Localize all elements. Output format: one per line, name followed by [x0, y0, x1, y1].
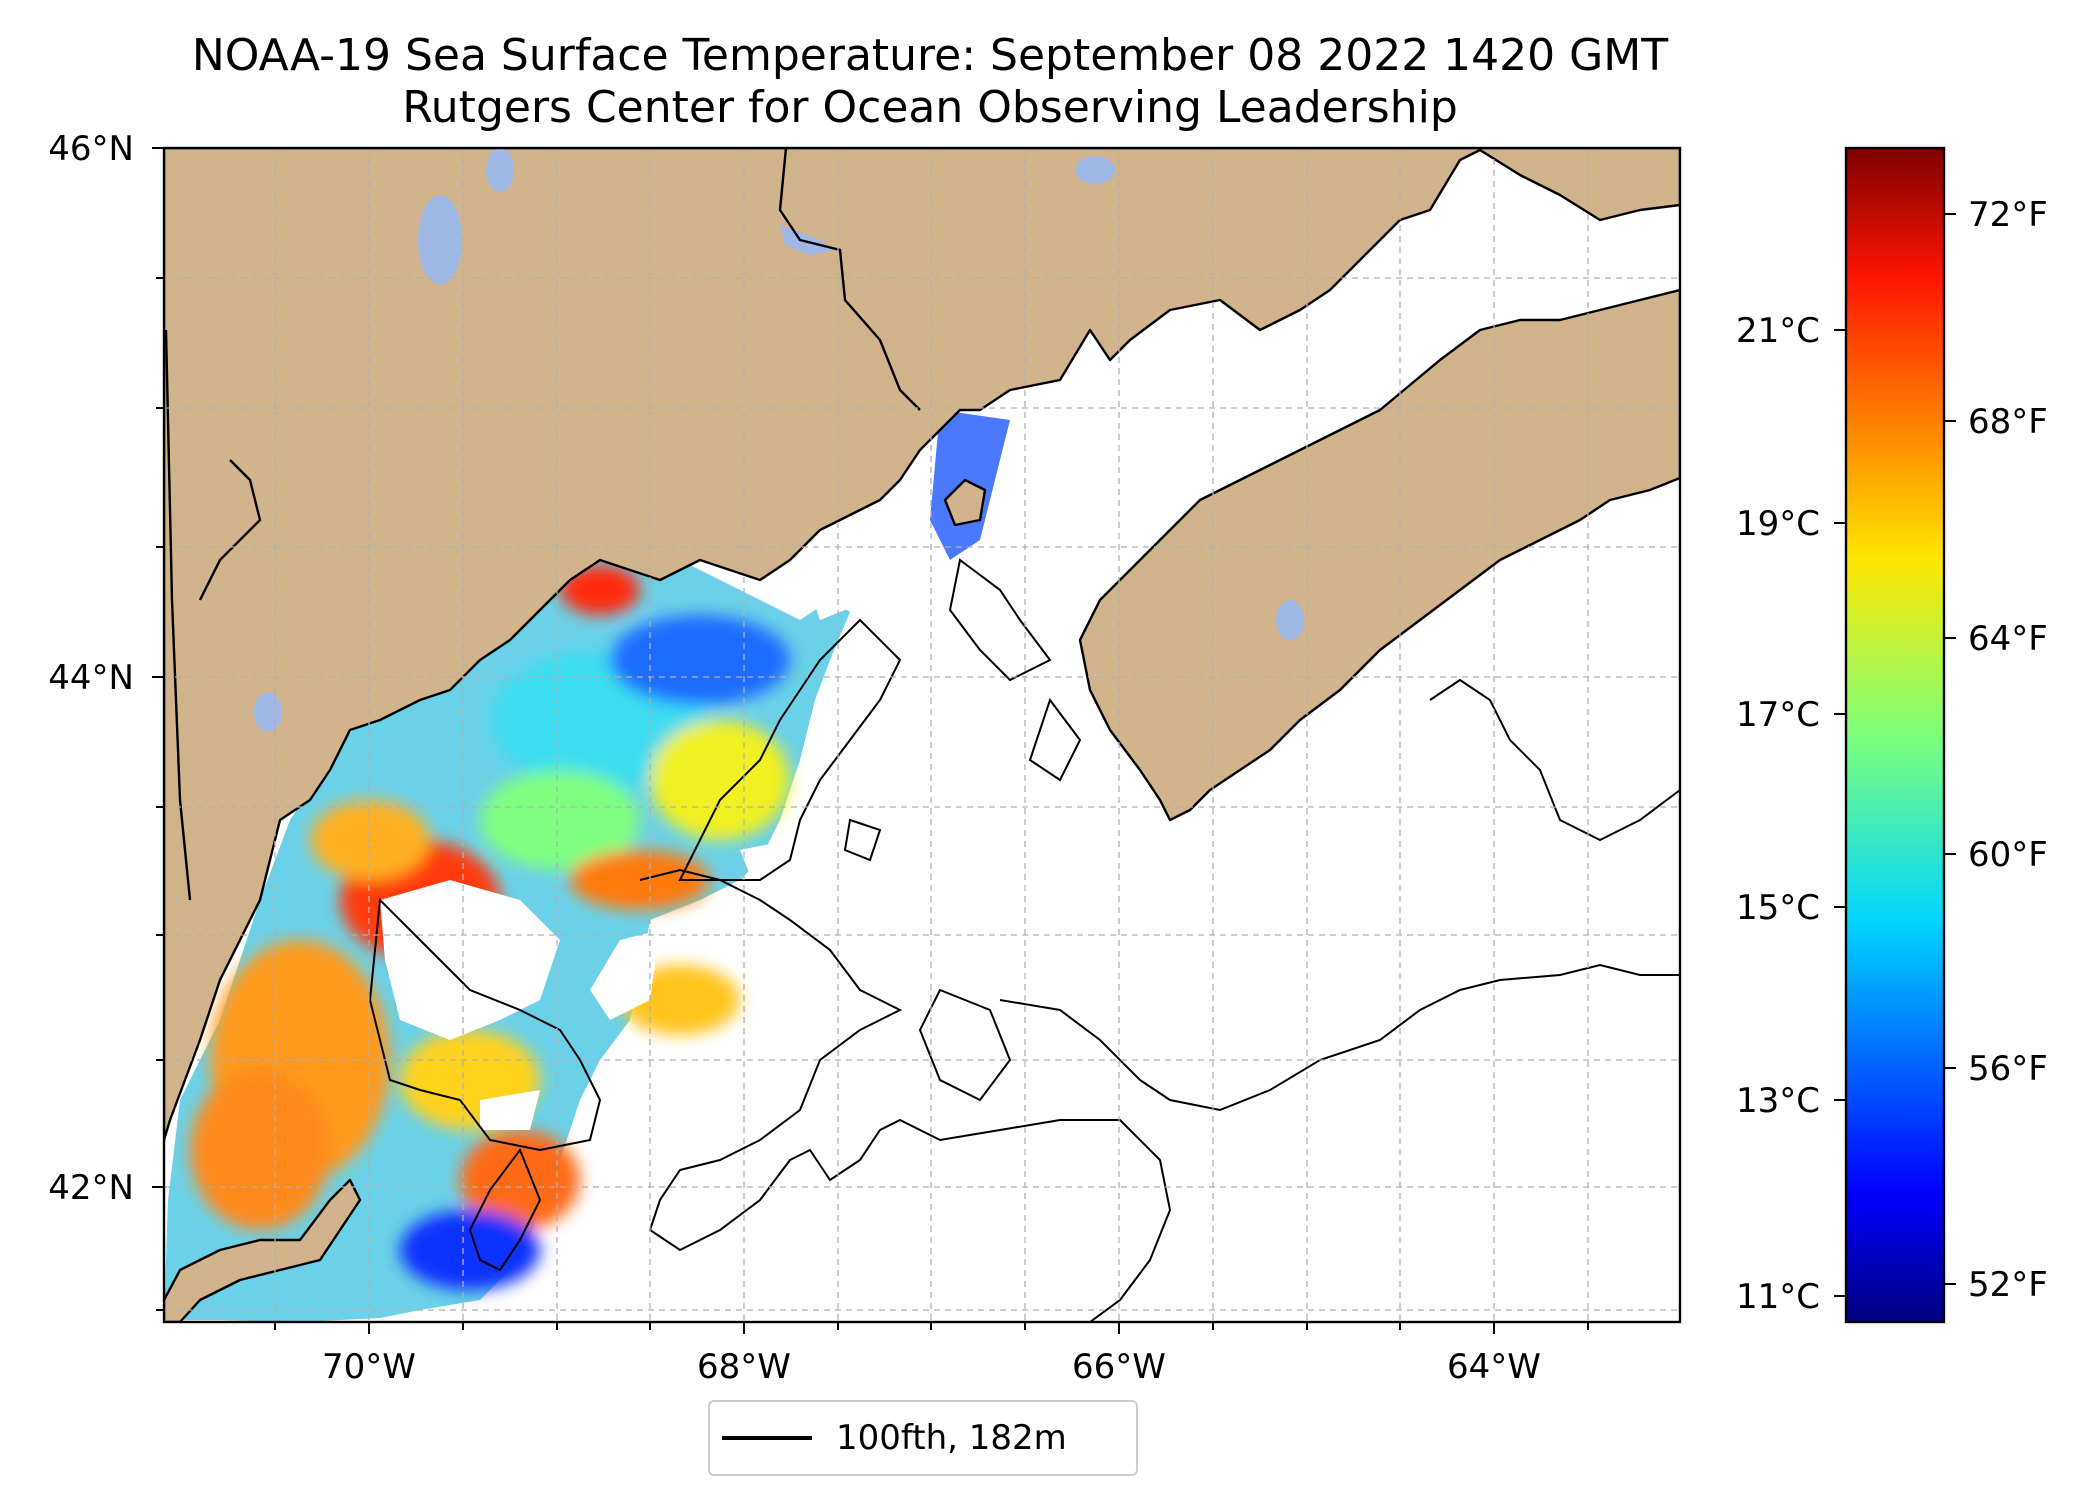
- lat-labels: 46°N 44°N 42°N: [48, 129, 134, 1208]
- cb-c-label-15: 15°C: [1736, 888, 1820, 928]
- nodata-hole-5: [800, 540, 870, 620]
- warm-patch-coast: [310, 800, 430, 880]
- gridlines: [164, 148, 1680, 1322]
- title-line-1: NOAA-19 Sea Surface Temperature: Septemb…: [191, 30, 1669, 81]
- nodata-hole-2: [590, 930, 660, 1020]
- colorbar-f-ticks: [1944, 213, 1956, 1285]
- cb-f-label-68: 68°F: [1968, 402, 2048, 442]
- lat-label-44: 44°N: [48, 658, 134, 698]
- colorbar-c-ticks: [1834, 329, 1846, 1297]
- lake-grand: [1075, 156, 1115, 184]
- cb-f-label-56: 56°F: [1968, 1049, 2048, 1089]
- colorbar-f-labels: 72°F 68°F 64°F 60°F 56°F 52°F: [1968, 195, 2048, 1305]
- cb-c-label-17: 17°C: [1736, 695, 1820, 735]
- cb-c-label-19: 19°C: [1736, 504, 1820, 544]
- isobath-grand-manan-basin: [948, 558, 1052, 682]
- cb-f-label-72: 72°F: [1968, 195, 2048, 235]
- blue-patch-maine: [610, 615, 790, 705]
- lat-ticks: [152, 147, 164, 1311]
- warm-patch-basin: [460, 1130, 580, 1230]
- lat-label-46: 46°N: [48, 129, 134, 169]
- cb-f-label-64: 64°F: [1968, 619, 2048, 659]
- isobath-100fth: [368, 558, 1680, 1322]
- border-nh-vt: [164, 329, 192, 901]
- warm-patch-south: [190, 1070, 330, 1230]
- cb-c-label-11: 11°C: [1736, 1277, 1820, 1317]
- map-panel: [164, 148, 1680, 1322]
- isobath-crowell-basin: [918, 988, 1012, 1102]
- lon-label-64: 64°W: [1447, 1347, 1541, 1387]
- green-patch: [480, 770, 640, 870]
- border-me-nb: [778, 148, 921, 411]
- border-me-nh: [198, 459, 262, 601]
- legend-line-swatch: [722, 1436, 812, 1440]
- lake-sebago: [254, 692, 282, 732]
- legend: 100fth, 182m: [708, 1400, 1138, 1476]
- nova-scotia: [1078, 288, 1680, 822]
- cb-f-label-52: 52°F: [1968, 1265, 2048, 1305]
- cb-c-label-21: 21°C: [1736, 311, 1820, 351]
- nodata-hole-1: [380, 880, 560, 1040]
- isobath-scotian-shelf: [1429, 678, 1680, 842]
- cape-cod: [164, 1178, 362, 1322]
- cold-patch-nantucket: [400, 1210, 540, 1290]
- lon-label-68: 68°W: [697, 1347, 791, 1387]
- isobath-wilkinson-basin: [368, 897, 602, 1152]
- land-layer: [164, 148, 1680, 1322]
- lat-label-42: 42°N: [48, 1168, 134, 1208]
- isobath-northeast-channel: [999, 963, 1680, 1112]
- mainland-coast: [164, 148, 1680, 1142]
- isobath-nantucket: [468, 1147, 542, 1272]
- legend-label: 100fth, 182m: [836, 1418, 1067, 1458]
- lon-label-70: 70°W: [322, 1347, 416, 1387]
- title-line-2: Rutgers Center for Ocean Observing Leade…: [402, 82, 1458, 133]
- borders-layer: [164, 148, 921, 901]
- lake-rossignol: [1276, 600, 1304, 640]
- lake-moosehead: [418, 195, 462, 285]
- map-frame: [162, 146, 1682, 1324]
- isobath-small-1: [1028, 697, 1082, 782]
- colorbar-gradient: [1844, 146, 1946, 1324]
- colorbar: 72°F 68°F 64°F 60°F 56°F 52°F 21°C 19°C …: [1736, 146, 2048, 1324]
- yellow-patch-jordan: [650, 720, 790, 840]
- nodata-hole-3: [480, 1090, 540, 1130]
- lon-label-66: 66°W: [1072, 1347, 1166, 1387]
- cb-c-label-13: 13°C: [1736, 1081, 1820, 1121]
- hot-patch-coast: [560, 565, 640, 615]
- chart-title: NOAA-19 Sea Surface Temperature: Septemb…: [0, 30, 1860, 134]
- isobath-jordan-basin: [678, 618, 902, 881]
- cb-f-label-60: 60°F: [1968, 835, 2048, 875]
- lon-ticks: [274, 1322, 1589, 1334]
- isobath-small-2: [843, 818, 882, 862]
- lake-chesuncook: [486, 148, 514, 192]
- colorbar-c-labels: 21°C 19°C 17°C 15°C 13°C 11°C: [1736, 311, 1820, 1317]
- nodata-hole-4: [740, 840, 800, 900]
- lon-labels: 70°W 68°W 66°W 64°W: [322, 1347, 1541, 1387]
- isobath-georges-basin: [639, 868, 1172, 1322]
- grand-manan: [943, 478, 987, 527]
